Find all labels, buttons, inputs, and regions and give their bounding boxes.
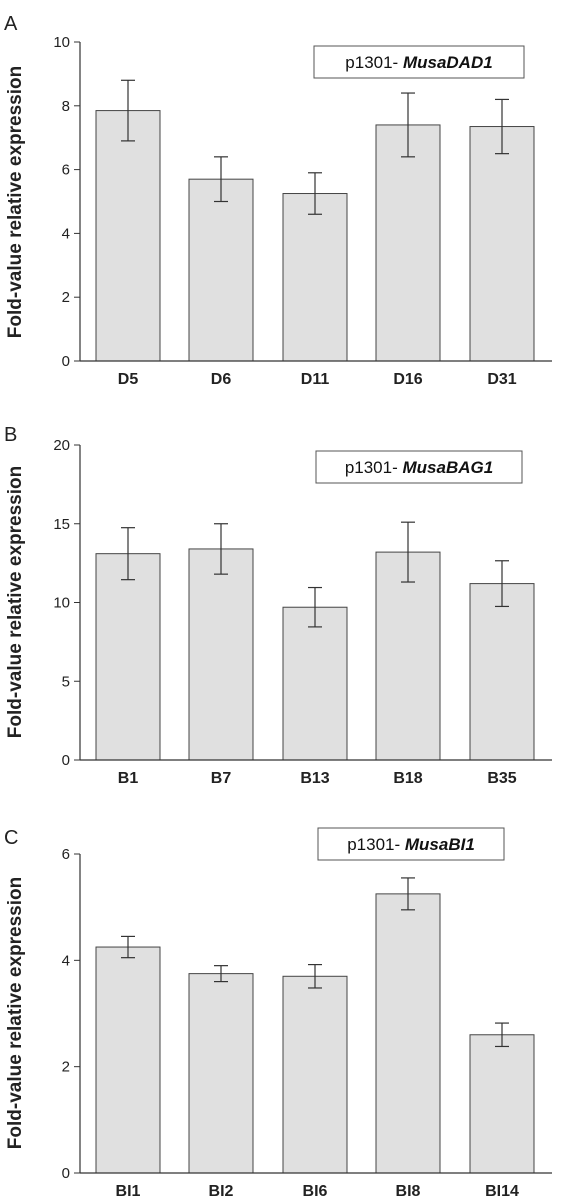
bar-BI2 (188, 973, 254, 1174)
legend-prefix: p1301- (345, 53, 403, 72)
bar-D6 (188, 178, 254, 362)
legend-gene: MusaDAD1 (403, 53, 493, 72)
x-tick-label: D6 (211, 371, 232, 388)
bar-B13 (282, 606, 348, 761)
y-tick-label: 0 (62, 752, 70, 769)
x-tick-label: BI2 (209, 1183, 234, 1200)
x-tick-label: BI14 (485, 1183, 519, 1200)
y-tick-label: 10 (53, 34, 70, 51)
y-tick-label: 6 (62, 846, 70, 863)
legend-label: p1301- MusaBAG1 (345, 458, 493, 477)
y-tick-label: 15 (53, 516, 70, 533)
chart-panel-A: A Fold-value relative expression 0 2 4 6 8 10 D5… (4, 13, 552, 388)
y-tick-label: 0 (62, 353, 70, 370)
bar-D5 (95, 110, 161, 362)
legend-label: p1301- MusaBI1 (347, 835, 475, 854)
panel-letter: B (4, 424, 17, 446)
bar-D16 (375, 124, 441, 362)
bar-B1 (95, 553, 161, 761)
error-bar-BI14 (495, 1022, 509, 1048)
error-bar-BI2 (214, 965, 228, 983)
y-tick-label: 8 (62, 98, 70, 115)
x-tick-label: BI1 (116, 1183, 141, 1200)
y-tick-label: 4 (62, 225, 70, 242)
error-bar-D5 (121, 79, 135, 142)
bar-B35 (469, 583, 535, 761)
error-bar-B7 (214, 523, 228, 575)
x-tick-label: D16 (393, 371, 422, 388)
error-bar-BI6 (308, 963, 322, 989)
bar-BI14 (469, 1034, 535, 1174)
legend-label: p1301- MusaDAD1 (345, 53, 492, 72)
error-bar-D11 (308, 172, 322, 215)
error-bar-D16 (401, 92, 415, 158)
error-bar-BI1 (121, 935, 135, 959)
x-tick-label: D5 (118, 371, 139, 388)
legend-prefix: p1301- (345, 458, 403, 477)
y-tick-label: 2 (62, 1059, 70, 1076)
x-tick-label: B13 (300, 770, 329, 787)
y-tick-label: 5 (62, 673, 70, 690)
legend: p1301- MusaDAD1 (313, 45, 525, 79)
y-tick-label: 2 (62, 289, 70, 306)
y-axis-label: Fold-value relative expression (5, 466, 26, 738)
y-tick-label: 0 (62, 1165, 70, 1182)
error-bar-D31 (495, 98, 509, 155)
bar-BI6 (282, 975, 348, 1174)
error-bar-D6 (214, 156, 228, 203)
error-bar-B35 (495, 560, 509, 608)
x-tick-label: D11 (301, 371, 330, 388)
legend-gene: MusaBAG1 (402, 458, 493, 477)
chart-panel-B: B Fold-value relative expression 0 5 10 15 20 B… (4, 424, 552, 787)
bar-BI8 (375, 893, 441, 1174)
y-tick-label: 20 (53, 437, 70, 454)
bar-B7 (188, 548, 254, 761)
x-tick-label: B35 (487, 770, 516, 787)
error-bar-B1 (121, 527, 135, 581)
x-tick-label: BI6 (303, 1183, 328, 1200)
bar-B18 (375, 551, 441, 761)
y-axis-label: Fold-value relative expression (5, 66, 26, 338)
legend-prefix: p1301- (347, 835, 405, 854)
bar-D11 (282, 193, 348, 362)
panel-letter: A (4, 13, 18, 35)
x-tick-label: B18 (393, 770, 422, 787)
panel-letter: C (4, 827, 18, 849)
error-bar-BI8 (401, 877, 415, 911)
y-axis-label: Fold-value relative expression (5, 877, 26, 1149)
x-tick-label: BI8 (396, 1183, 421, 1200)
bar-D31 (469, 126, 535, 362)
y-tick-label: 4 (62, 952, 70, 969)
chart-panel-C: C Fold-value relative expression 0 2 4 6 BI1 BI… (4, 827, 552, 1200)
legend: p1301- MusaBAG1 (315, 450, 523, 484)
y-tick-label: 10 (53, 595, 70, 612)
bar-BI1 (95, 946, 161, 1174)
x-tick-label: B7 (211, 770, 232, 787)
error-bar-B13 (308, 586, 322, 628)
error-bar-B18 (401, 521, 415, 583)
x-tick-label: B1 (118, 770, 139, 787)
legend-gene: MusaBI1 (405, 835, 475, 854)
legend: p1301- MusaBI1 (317, 827, 505, 861)
x-tick-label: D31 (487, 371, 516, 388)
y-tick-label: 6 (62, 162, 70, 179)
